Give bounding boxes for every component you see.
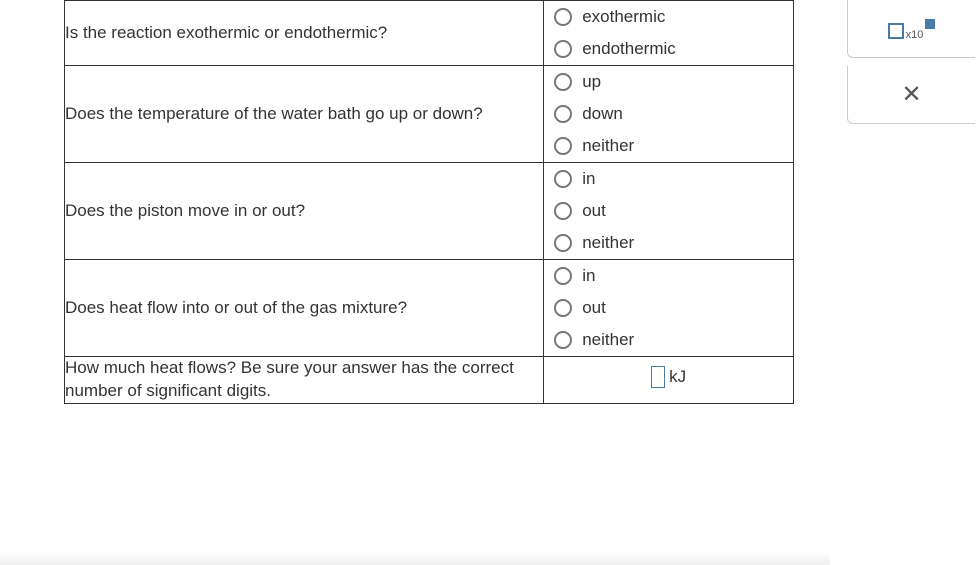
option-label: neither	[582, 136, 634, 156]
table-row: Does the piston move in or out? in out n…	[65, 163, 794, 260]
close-icon: ✕	[901, 80, 921, 109]
box-icon	[888, 23, 904, 39]
answer-cell: kJ	[544, 357, 794, 404]
question-prompt: Does the temperature of the water bath g…	[65, 66, 544, 163]
option-label: down	[582, 104, 623, 124]
table-row: Does the temperature of the water bath g…	[65, 66, 794, 163]
option-label: exothermic	[582, 7, 665, 27]
option-label: endothermic	[582, 39, 676, 59]
radio-icon[interactable]	[554, 267, 572, 285]
radio-icon[interactable]	[554, 170, 572, 188]
option-row[interactable]: out	[544, 292, 793, 324]
radio-icon[interactable]	[554, 40, 572, 58]
bottom-shadow	[0, 551, 830, 565]
unit-label: kJ	[669, 367, 686, 387]
option-row[interactable]: endothermic	[544, 33, 793, 65]
options-cell: in out neither	[544, 163, 794, 260]
option-label: out	[582, 298, 606, 318]
option-label: up	[582, 72, 601, 92]
option-label: neither	[582, 330, 634, 350]
question-prompt: Does the piston move in or out?	[65, 163, 544, 260]
question-prompt: Does heat flow into or out of the gas mi…	[65, 260, 544, 357]
question-table: Is the reaction exothermic or endothermi…	[64, 0, 794, 404]
option-row[interactable]: exothermic	[544, 1, 793, 33]
radio-icon[interactable]	[554, 299, 572, 317]
option-row[interactable]: neither	[544, 227, 793, 259]
radio-icon[interactable]	[554, 234, 572, 252]
table-row: Is the reaction exothermic or endothermi…	[65, 1, 794, 66]
option-row[interactable]: in	[544, 163, 793, 195]
option-row[interactable]: up	[544, 66, 793, 98]
options-cell: exothermic endothermic	[544, 1, 794, 66]
option-label: neither	[582, 233, 634, 253]
radio-icon[interactable]	[554, 331, 572, 349]
radio-icon[interactable]	[554, 8, 572, 26]
options-cell: up down neither	[544, 66, 794, 163]
option-label: out	[582, 201, 606, 221]
box-small-icon	[925, 19, 935, 29]
question-prompt: How much heat flows? Be sure your answer…	[65, 357, 544, 404]
answer-input-group: kJ	[651, 366, 686, 388]
radio-icon[interactable]	[554, 105, 572, 123]
option-row[interactable]: out	[544, 195, 793, 227]
table-row: How much heat flows? Be sure your answer…	[65, 357, 794, 404]
question-prompt: Is the reaction exothermic or endothermi…	[65, 1, 544, 66]
option-row[interactable]: down	[544, 98, 793, 130]
sci-notation-icon: x10	[888, 19, 936, 39]
option-row[interactable]: neither	[544, 324, 793, 356]
radio-icon[interactable]	[554, 137, 572, 155]
reset-button[interactable]: ✕	[847, 66, 975, 124]
heat-value-input[interactable]	[651, 366, 665, 388]
option-label: in	[582, 169, 595, 189]
x10-label: x10	[906, 29, 924, 41]
radio-icon[interactable]	[554, 202, 572, 220]
side-toolbar: x10 ✕	[847, 0, 977, 124]
table-row: Does heat flow into or out of the gas mi…	[65, 260, 794, 357]
option-label: in	[582, 266, 595, 286]
scientific-notation-button[interactable]: x10	[847, 0, 975, 58]
option-row[interactable]: in	[544, 260, 793, 292]
options-cell: in out neither	[544, 260, 794, 357]
radio-icon[interactable]	[554, 73, 572, 91]
option-row[interactable]: neither	[544, 130, 793, 162]
